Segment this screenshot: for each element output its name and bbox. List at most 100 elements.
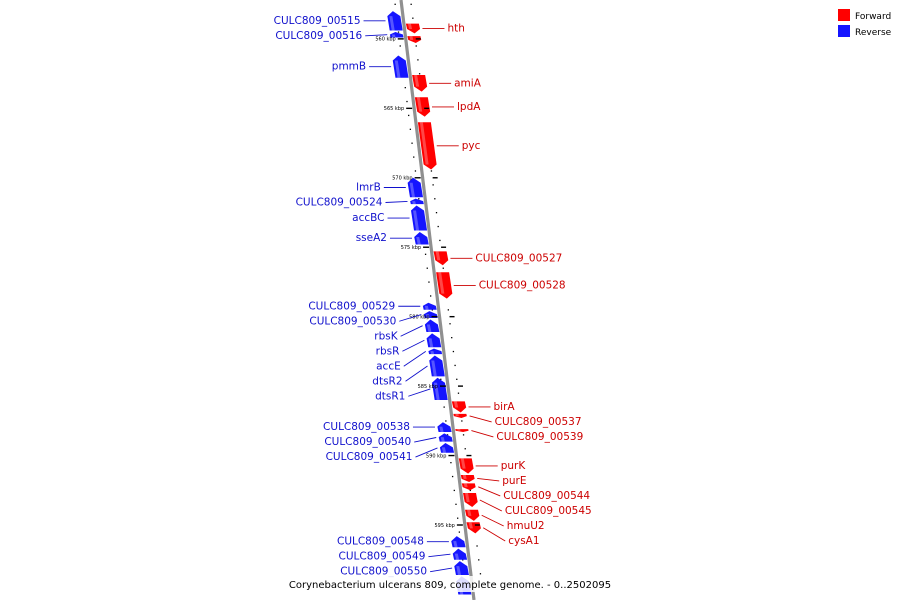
minor-tick-left [451, 475, 454, 478]
gene-culc809-00537 [453, 413, 467, 419]
gene-pmmb-arrow [392, 55, 409, 78]
gene-culc809-00549-shade [454, 553, 460, 560]
minor-tick-left [414, 170, 417, 172]
gene-lpda-shade [416, 97, 423, 112]
gene-cysa1-arrow [466, 522, 481, 534]
minor-tick-right [457, 392, 460, 394]
gene-culc809-00524-arrow [410, 198, 424, 205]
minor-tick-right [442, 267, 444, 269]
minor-tick-right [447, 309, 449, 311]
legend-forward-label: Forward [855, 12, 891, 22]
minor-tick-right [449, 323, 451, 325]
gene-lpda-label: lpdA [457, 101, 481, 113]
tick-label: 560 kbp [375, 37, 395, 43]
gene-rbsk-shade [426, 324, 432, 332]
gene-culc809-00529 [422, 302, 437, 310]
minor-tick-right [464, 448, 466, 450]
gene-lmrb [407, 177, 423, 198]
gene-culc809-00540-arrow [438, 433, 453, 442]
minor-tick-left [446, 434, 449, 436]
legend-forward-swatch [838, 9, 850, 21]
gene-culc809-00515-shade [389, 16, 395, 31]
gene-culc809-00550-leader [430, 567, 453, 573]
minor-tick-right [476, 545, 478, 547]
gene-culc809-00548-arrow [451, 536, 466, 548]
gene-culc809-00545 [462, 493, 478, 507]
gene-pyc [417, 122, 437, 170]
minor-tick-right [430, 170, 433, 172]
gene-hth [405, 23, 421, 34]
minor-tick-left [443, 406, 445, 408]
gene-accbc-arrow [411, 205, 428, 231]
gene-dtsr1-label: dtsR1 [375, 390, 405, 402]
gene-culc809-00524-label: CULC809_00524 [296, 197, 383, 209]
legend: Forward Reverse [838, 9, 892, 38]
gene-pure-leader [477, 478, 500, 482]
gene-hth-shade [407, 23, 413, 29]
gene-acce [428, 348, 443, 355]
minor-tick-left [394, 3, 396, 5]
minor-tick-left [458, 531, 461, 533]
gene-dtsr2-leader [405, 365, 428, 382]
gene-culc809-00516-leader [365, 34, 388, 37]
gene-culc809-00538 [437, 422, 452, 432]
minor-tick-left [428, 281, 430, 283]
gene-rbsr-shade [428, 338, 434, 348]
gene-bira-shade [453, 401, 459, 408]
gene-rbsk-label: rbsK [374, 330, 398, 342]
gene-accbc-shade [413, 210, 420, 231]
tick-label: 565 kbp [384, 106, 404, 112]
gene-rbsr-arrow [426, 333, 442, 348]
gene-culc809-00527-arrow [433, 251, 449, 266]
gene-bira-arrow [451, 401, 467, 413]
caption-background [300, 576, 600, 592]
minor-tick-right [469, 489, 471, 492]
gene-culc809-00545-label: CULC809_00545 [505, 505, 592, 517]
gene-dtsr2-shade [431, 360, 437, 377]
gene-culc809-00538-label: CULC809_00538 [323, 421, 410, 433]
minor-tick-left [462, 559, 464, 561]
gene-dtsr2 [429, 355, 445, 377]
gene-culc809-00516-arrow [389, 31, 404, 38]
gene-pyc-label: pyc [462, 140, 481, 152]
minor-tick-left [397, 31, 400, 33]
minor-tick-right [479, 573, 482, 575]
gene-culc809-00544-shade [463, 483, 468, 488]
legend-reverse-swatch [838, 25, 850, 37]
gene-culc809-00537-arrow [453, 413, 467, 419]
gene-lmrb-shade [409, 182, 415, 198]
gene-culc809-00515 [387, 11, 403, 31]
gene-accbc-label: accBC [352, 212, 384, 224]
gene-acce-shade [430, 351, 435, 355]
gene-culc809-00538-shade [439, 426, 444, 432]
minor-tick-right [432, 184, 434, 186]
gene-culc809-00540 [438, 433, 453, 442]
gene-culc809-00539-label: CULC809_00539 [496, 431, 583, 443]
gene-culc809-00550 [454, 561, 469, 575]
gene-lpda-arrow [414, 97, 431, 117]
minor-tick-left [440, 378, 442, 380]
gene-rbsr-leader [402, 339, 425, 352]
minor-tick-left [413, 156, 415, 158]
gene-ssea2 [414, 231, 429, 245]
gene-pmmb [392, 55, 409, 78]
gene-lpda [414, 97, 431, 117]
gene-dtsr1-leader [408, 388, 431, 397]
gene-culc809-00540-label: CULC809_00540 [324, 436, 411, 448]
tick-layer: 560 kbp 565 kbp 570 kbp 575 kbp 580 kbp 585 k… [375, 37, 480, 529]
gene-purk [458, 458, 474, 474]
gene-acce-leader [403, 351, 427, 367]
minor-tick-right [452, 350, 455, 353]
gene-culc809-00528-label: CULC809_00528 [479, 279, 566, 291]
gene-culc809-00544-leader [478, 486, 501, 497]
gene-culc809-00550-arrow [454, 561, 469, 575]
gene-hth-arrow [405, 23, 421, 34]
gene-culc809-00549 [452, 548, 468, 560]
gene-culc809-00528 [436, 272, 453, 299]
minor-tick-left [453, 489, 455, 492]
gene-culc809-00537-leader [469, 415, 492, 423]
gene-rbsk-arrow [424, 319, 440, 332]
gene-cysa1-shade [468, 522, 473, 529]
tick-label: 595 kbp [434, 523, 454, 529]
